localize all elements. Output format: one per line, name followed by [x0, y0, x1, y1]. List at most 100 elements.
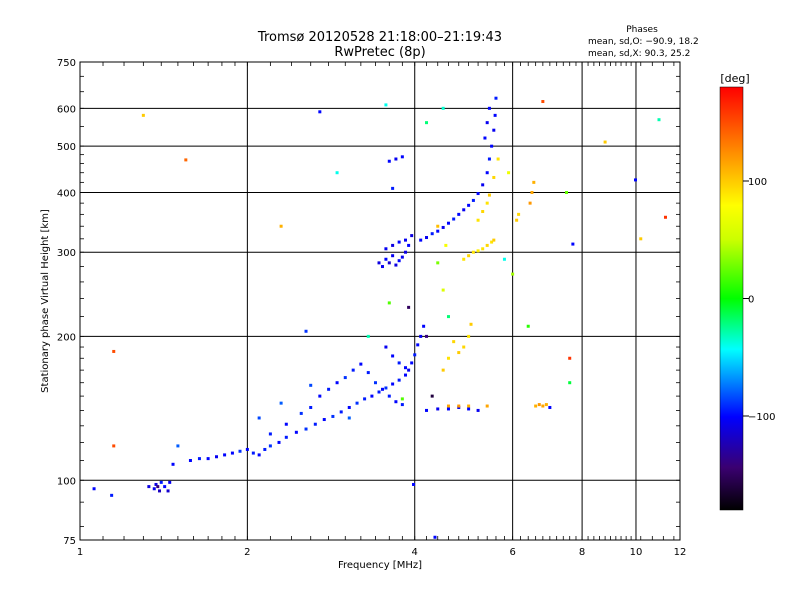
data-point [446, 407, 450, 411]
data-point [446, 356, 450, 360]
data-point [537, 403, 541, 407]
data-point [335, 381, 339, 385]
data-point [359, 362, 363, 366]
data-point [413, 353, 417, 357]
data-point [279, 224, 283, 228]
data-point [166, 489, 170, 493]
data-point [469, 322, 473, 326]
colorbar [719, 86, 744, 511]
data-point [487, 157, 491, 161]
data-point [245, 447, 249, 451]
data-point [568, 356, 572, 360]
x-tick-label: 12 [674, 547, 687, 558]
data-point [528, 201, 532, 205]
data-point [394, 157, 398, 161]
colorbar-tick-label: 100 [748, 177, 767, 188]
data-point [457, 404, 461, 408]
data-point [433, 535, 437, 539]
data-point [430, 394, 434, 398]
data-point [571, 242, 575, 246]
data-point [444, 243, 448, 247]
data-point [492, 128, 496, 132]
data-point [485, 243, 489, 247]
data-point [397, 240, 401, 244]
data-point [404, 250, 408, 254]
data-point [400, 403, 404, 407]
data-point [467, 334, 471, 338]
data-point [230, 451, 234, 455]
data-point [355, 401, 359, 405]
data-point [366, 334, 370, 338]
colorbar-label: [deg] [720, 72, 749, 85]
data-point [141, 113, 145, 117]
data-point [481, 247, 485, 251]
data-point [534, 404, 538, 408]
data-point [318, 394, 322, 398]
data-point [397, 361, 401, 365]
data-point [568, 381, 572, 385]
data-point [397, 378, 401, 382]
data-point [467, 407, 471, 411]
grid-lines [80, 62, 680, 540]
data-point [391, 243, 395, 247]
data-point [391, 354, 395, 358]
data-point [462, 345, 466, 349]
data-point [268, 444, 272, 448]
data-point [511, 272, 515, 276]
data-point [485, 171, 489, 175]
data-point [377, 390, 381, 394]
data-point [441, 106, 445, 110]
data-point [387, 261, 391, 265]
x-tick-label: 4 [412, 547, 418, 558]
data-point [322, 418, 326, 422]
data-point [110, 493, 114, 497]
data-point [163, 485, 167, 489]
data-point [476, 192, 480, 196]
data-point [490, 144, 494, 148]
data-point [412, 482, 416, 486]
data-point [548, 405, 552, 409]
data-point [112, 444, 116, 448]
data-point [400, 397, 404, 401]
data-point [156, 485, 160, 489]
data-point [384, 103, 388, 107]
data-point [384, 247, 388, 251]
phases-x-stats: mean, sd,X: 90.3, 25.2 [588, 49, 690, 59]
colorbar-tick-label: −100 [748, 412, 775, 423]
data-point [347, 405, 351, 409]
data-point [238, 449, 242, 453]
data-point [277, 440, 281, 444]
data-point [263, 447, 267, 451]
data-point [154, 482, 158, 486]
data-point [526, 324, 530, 328]
data-point [517, 212, 521, 216]
data-point [485, 201, 489, 205]
y-tick-label: 300 [57, 248, 76, 259]
data-point [457, 351, 461, 355]
data-point [467, 404, 471, 408]
data-point [407, 305, 411, 309]
data-point [351, 368, 355, 372]
phases-title: Phases [626, 25, 658, 35]
data-point [363, 397, 367, 401]
data-point [397, 259, 401, 263]
data-point [400, 255, 404, 259]
data-point [380, 387, 384, 391]
data-point [268, 432, 272, 436]
data-point [112, 349, 116, 353]
data-point [407, 243, 411, 247]
data-point [441, 288, 445, 292]
data-point [92, 487, 96, 491]
data-point [377, 261, 381, 265]
data-point [485, 404, 489, 408]
data-point [299, 411, 303, 415]
data-point [384, 386, 388, 390]
data-point [152, 487, 156, 491]
data-point [457, 212, 461, 216]
y-tick-label: 750 [57, 58, 76, 69]
data-point [284, 435, 288, 439]
data-point [515, 218, 519, 222]
y-tick-label: 200 [57, 332, 76, 343]
x-tick-label: 6 [509, 547, 515, 558]
